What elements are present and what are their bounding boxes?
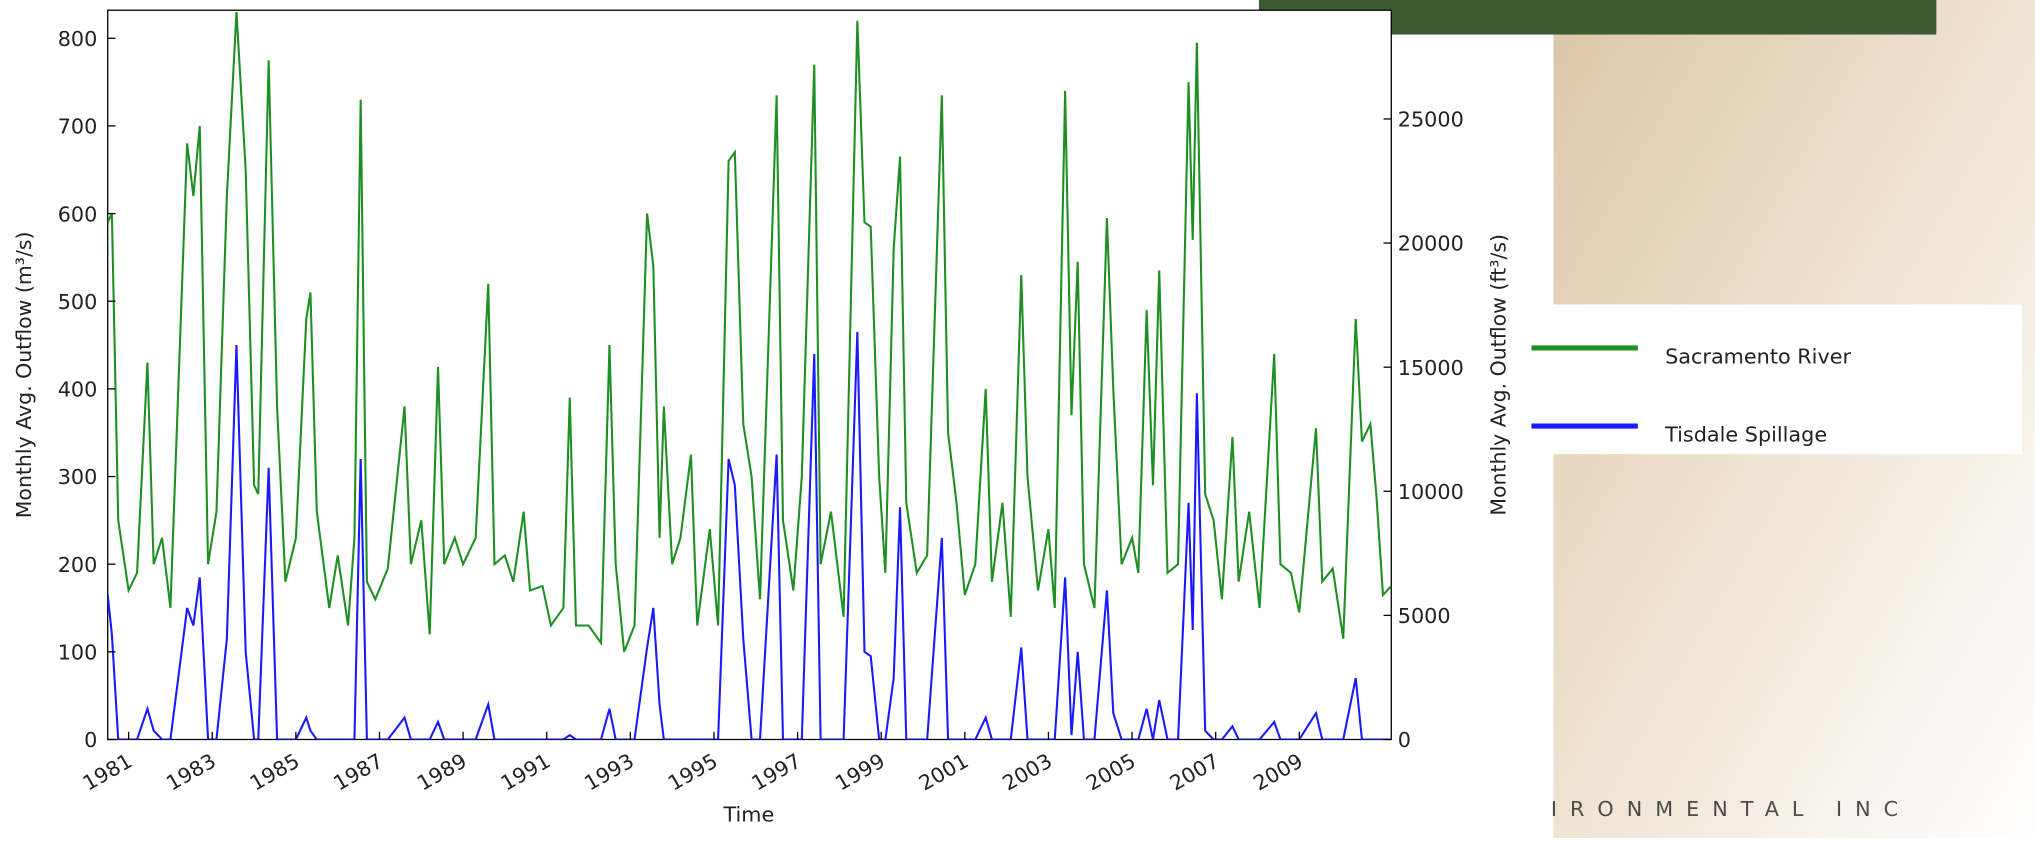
x-axis-label: Time: [722, 803, 774, 827]
y-tick-label: 500: [58, 290, 98, 314]
y-tick-label: 0: [84, 728, 97, 752]
y-axis-label: Monthly Avg. Outflow (m³/s): [12, 231, 36, 518]
y-tick-label: 300: [58, 465, 98, 489]
y2-tick-label: 15000: [1398, 356, 1464, 380]
chart: Time Monthly Avg. Outflow (m³/s) Monthly…: [0, 0, 2035, 838]
y-tick-label: 200: [58, 553, 98, 577]
y-tick-label: 400: [58, 378, 98, 402]
y-tick-label: 100: [58, 641, 98, 665]
legend-label: Tisdale Spillage: [1664, 423, 1827, 447]
legend-label: Sacramento River: [1665, 344, 1851, 368]
y2-tick-label: 10000: [1398, 480, 1464, 504]
y-tick-label: 700: [58, 115, 98, 139]
watermark: IRONMENTAL INC: [1551, 797, 1911, 821]
y-tick-label: 600: [58, 202, 98, 226]
y2-tick-label: 20000: [1398, 232, 1464, 256]
y2-tick-label: 5000: [1398, 604, 1451, 628]
y-tick-label: 800: [58, 27, 98, 51]
y2-axis-label: Monthly Avg. Outflow (ft³/s): [1486, 234, 1510, 516]
y2-tick-label: 0: [1398, 728, 1411, 752]
y2-tick-label: 25000: [1398, 108, 1464, 132]
